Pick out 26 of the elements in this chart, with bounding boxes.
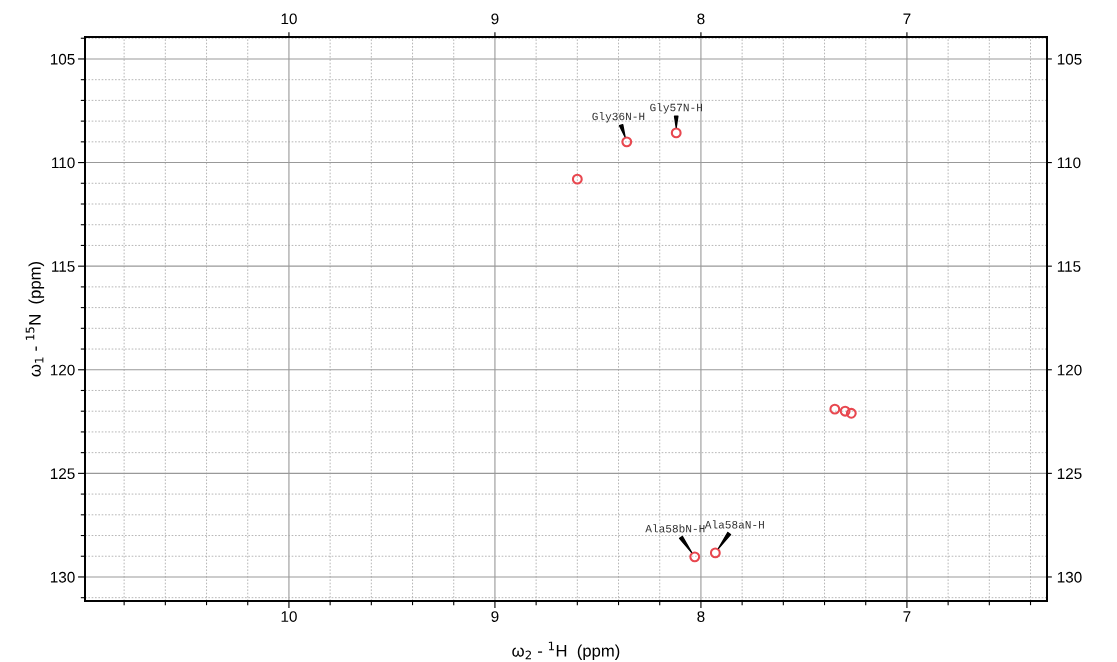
y-tick-label: 125 [50,468,75,480]
y-tick-label: 120 [50,364,75,376]
y2-tick-label: 110 [1057,157,1081,169]
annotation: Ala58bN-H [645,524,705,533]
y-axis-title: ω$_{1}$ - $^{15}$N (ppm) [25,261,45,377]
x-tick-label: 9 [491,611,499,622]
x2-tick-label: 9 [491,13,499,25]
x2-tick-label: 7 [903,13,911,25]
x-axis-title: ω$_{2}$ - $^{1}$H (ppm) [512,641,620,660]
y-tick-label: 110 [52,157,75,169]
y2-tick-label: 120 [1057,364,1082,376]
x2-tick-label: 10 [281,13,297,25]
y-tick-label: 105 [50,53,75,65]
y2-tick-label: 130 [1057,571,1082,583]
x-tick-label: 8 [697,611,705,622]
y-tick-label: 115 [52,261,75,272]
annotation: Gly36N-H [592,112,645,123]
annotation: Gly57N-H [650,103,702,114]
x-tick-label: 10 [281,611,297,622]
y2-tick-label: 115 [1057,261,1081,272]
y2-tick-label: 105 [1057,53,1082,65]
annotation: Ala58aN-H [704,520,764,529]
x-tick-label: 7 [903,611,911,622]
x2-tick-label: 8 [697,13,705,25]
y2-tick-label: 125 [1057,468,1082,480]
y-tick-label: 130 [50,571,75,583]
